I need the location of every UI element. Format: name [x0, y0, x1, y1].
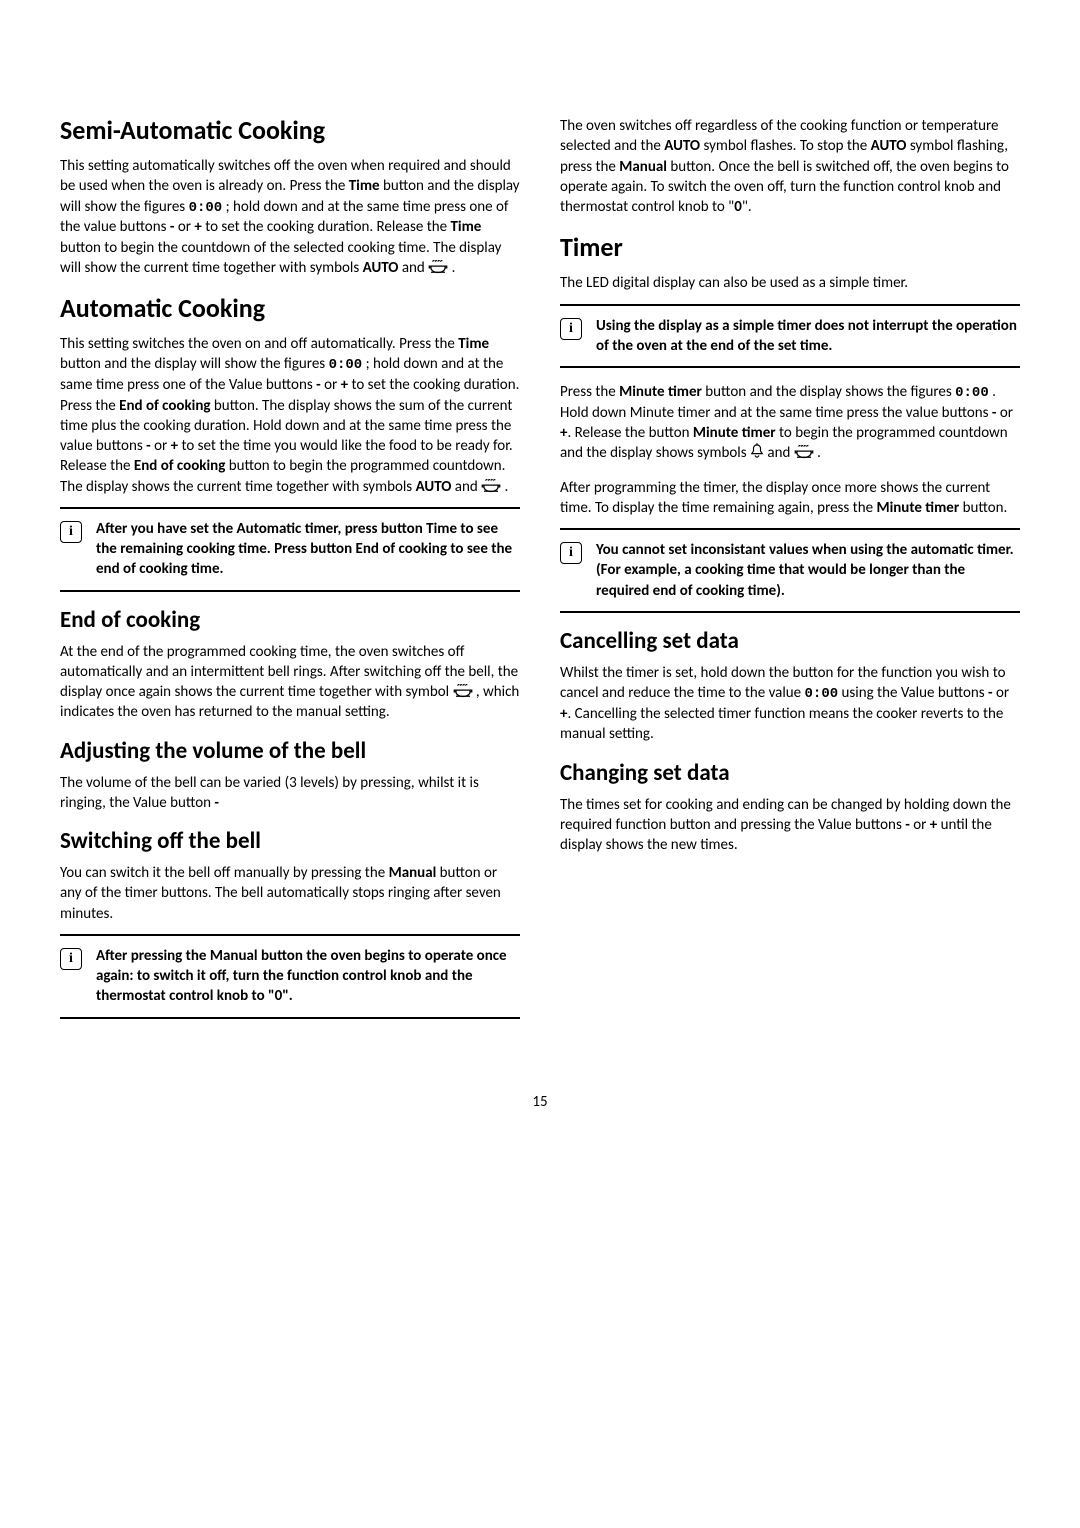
info-icon: i [560, 542, 582, 564]
info-auto-text: After you have set the Automatic timer, … [96, 519, 520, 580]
right-column: The oven switches off regardless of the … [560, 100, 1020, 1033]
info-icon: i [60, 948, 82, 970]
info-simple-timer-text: Using the display as a simple timer does… [596, 316, 1020, 357]
pot-icon [481, 479, 501, 493]
info-icon: i [60, 521, 82, 543]
para-auto: This setting switches the oven on and of… [60, 334, 520, 497]
pot-icon [453, 684, 473, 698]
digits-icon: 0:00 [955, 385, 989, 401]
left-column: Semi-Automatic Cooking This setting auto… [60, 100, 520, 1033]
para-end-cooking: At the end of the programmed cooking tim… [60, 642, 520, 723]
para-minute2: After programming the timer, the display… [560, 478, 1020, 519]
info-icon: i [560, 318, 582, 340]
page-number: 15 [60, 1093, 1020, 1111]
digits-icon: 0:00 [329, 357, 363, 373]
para-switchoff: You can switch it the bell off manually … [60, 863, 520, 924]
two-column-layout: Semi-Automatic Cooking This setting auto… [60, 100, 1020, 1033]
heading-cancel: Cancelling set data [560, 627, 1020, 655]
heading-change: Changing set data [560, 759, 1020, 787]
info-inconsistent-text: You cannot set inconsistant values when … [596, 540, 1020, 601]
info-manual-text: After pressing the Manual button the ove… [96, 946, 520, 1007]
digits-icon: 0:00 [805, 686, 839, 702]
heading-end-cooking: End of cooking [60, 606, 520, 634]
info-manual: i After pressing the Manual button the o… [60, 934, 520, 1019]
info-simple-timer: i Using the display as a simple timer do… [560, 304, 1020, 369]
heading-semi-auto: Semi-Automatic Cooking [60, 114, 520, 146]
heading-timer: Timer [560, 231, 1020, 263]
para-intro: The oven switches off regardless of the … [560, 116, 1020, 217]
para-cancel: Whilst the timer is set, hold down the b… [560, 663, 1020, 745]
pot-icon [428, 260, 448, 274]
para-change: The times set for cooking and ending can… [560, 795, 1020, 856]
para-volume: The volume of the bell can be varied (3 … [60, 773, 520, 814]
digits-icon: 0:00 [189, 200, 223, 216]
heading-volume: Adjusting the volume of the bell [60, 737, 520, 765]
heading-switchoff: Switching off the bell [60, 827, 520, 855]
para-timer: The LED digital display can also be used… [560, 273, 1020, 293]
bell-icon [750, 443, 764, 459]
heading-auto: Automatic Cooking [60, 292, 520, 324]
info-inconsistent: i You cannot set inconsistant values whe… [560, 528, 1020, 613]
pot-icon [794, 445, 814, 459]
para-semi-auto: This setting automatically switches off … [60, 156, 520, 278]
info-auto-timer: i After you have set the Automatic timer… [60, 507, 520, 592]
para-minute1: Press the Minute timer button and the di… [560, 382, 1020, 464]
